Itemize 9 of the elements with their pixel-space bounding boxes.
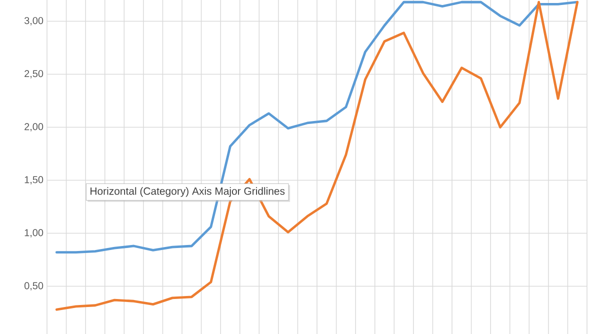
y-tick-label: 0,50	[24, 282, 44, 290]
y-tick-label: 2,50	[24, 70, 44, 78]
y-tick-label: 2,00	[24, 123, 44, 132]
y-tick-label: 1,00	[24, 229, 44, 238]
line-series	[55, 0, 579, 311]
y-tick-label: 1,50	[24, 176, 44, 184]
annotation: Horizontal (Category) Axis Major Gridlines	[90, 187, 285, 197]
y-tick-label: 3,00	[24, 17, 44, 26]
line-series	[55, 0, 579, 254]
